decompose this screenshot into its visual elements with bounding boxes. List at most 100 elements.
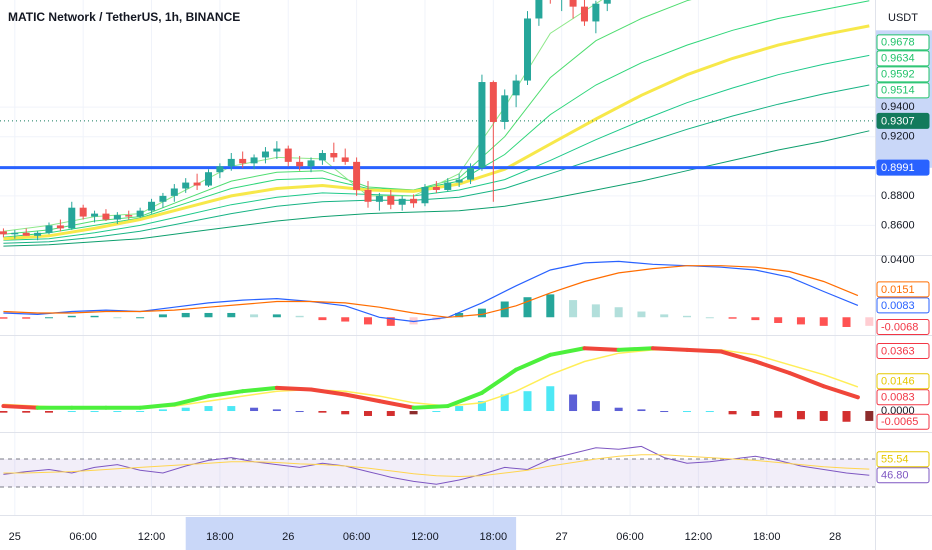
candle-body — [45, 225, 53, 233]
histogram-bar — [386, 411, 395, 416]
histogram-bar — [67, 315, 76, 318]
candle-body — [432, 187, 440, 190]
trend-line-segment — [274, 385, 314, 392]
histogram-bar — [136, 411, 145, 413]
price-label-box — [876, 413, 930, 430]
candle-body — [0, 231, 7, 235]
time-tick-label: 18:00 — [480, 531, 508, 543]
price-label: 0.0363 — [881, 345, 915, 357]
price-label-box — [876, 281, 930, 298]
price-label-box — [876, 318, 930, 335]
candle-body — [193, 182, 201, 186]
histogram-bar — [796, 317, 805, 325]
currency-label[interactable]: USDT — [888, 12, 918, 24]
histogram-bar — [500, 301, 509, 318]
candle-body — [22, 232, 30, 236]
axes: 25 06:00 12:00 18:00 26 06:00 12:00 18:00 27 06:0… — [9, 30, 932, 550]
plots — [0, 0, 875, 485]
histogram-bar — [409, 411, 418, 415]
price-label: 0.9678 — [881, 37, 915, 49]
candle-body — [11, 232, 19, 235]
indicator-line — [3, 84, 870, 244]
histogram-bar — [318, 317, 327, 321]
trend-line-segment — [650, 346, 690, 352]
price-label-box — [876, 389, 930, 406]
price-label: 0.0151 — [881, 284, 915, 296]
candle-body — [444, 182, 452, 190]
histogram-bar — [295, 315, 304, 318]
candle-body — [159, 195, 167, 202]
price-label: 0.9307 — [881, 115, 915, 127]
time-range-highlight — [185, 517, 517, 550]
candle-body — [296, 161, 304, 167]
time-tick-label: 26 — [282, 531, 294, 543]
histogram-bar — [386, 317, 395, 326]
histogram-bar — [660, 411, 669, 413]
histogram-bar — [796, 411, 805, 420]
histogram-bar — [569, 394, 578, 412]
candle-body — [467, 167, 475, 180]
trend-line-segment — [172, 394, 211, 407]
candle-body — [524, 18, 532, 81]
candle-body — [535, 0, 543, 19]
histogram-bar — [819, 317, 828, 326]
histogram-bar — [90, 315, 99, 318]
price-label: -0.0068 — [881, 321, 918, 333]
histogram-bar — [158, 409, 167, 412]
candle-body — [227, 158, 235, 167]
candle-body — [330, 153, 338, 158]
histogram-bar — [22, 317, 31, 319]
histogram-bar — [774, 317, 783, 323]
candle-body — [239, 158, 247, 164]
band-fill — [0, 459, 875, 487]
candle-body — [353, 161, 361, 190]
histogram-bar — [614, 307, 623, 318]
price-label: 46.80 — [881, 470, 909, 482]
time-tick-label: 12:00 — [685, 531, 713, 543]
candle-body — [182, 182, 190, 189]
price-label-box — [876, 50, 930, 67]
histogram-bar — [591, 401, 600, 412]
trend-line-segment — [719, 349, 758, 364]
histogram-bar — [569, 300, 578, 318]
price-label: 0.0083 — [881, 392, 915, 404]
candle-body — [375, 195, 383, 202]
candle-body — [364, 189, 372, 202]
histogram-bar — [660, 314, 669, 318]
time-tick-label: 12:00 — [411, 531, 439, 543]
price-label-box — [876, 66, 930, 83]
time-tick-label: 25 — [9, 531, 21, 543]
indicator-line — [3, 130, 870, 247]
histogram-bar — [341, 317, 350, 322]
candle-body — [79, 207, 87, 217]
trend-line-segment — [548, 346, 587, 357]
histogram-bar — [705, 411, 714, 413]
histogram-bar — [728, 411, 737, 415]
time-tick-label: 18:00 — [206, 531, 234, 543]
histogram-bar — [751, 317, 760, 321]
histogram-bar — [842, 411, 851, 422]
time-tick-label: 06:00 — [343, 531, 371, 543]
trend-line-segment — [240, 385, 279, 394]
histogram-bar — [705, 317, 714, 319]
pane — [0, 260, 874, 327]
candle-body — [136, 210, 144, 217]
price-tick-label: 0.8600 — [881, 219, 915, 231]
histogram-bar — [364, 317, 373, 325]
histogram-bar — [683, 315, 692, 318]
price-label: 0.9514 — [881, 85, 915, 97]
histogram-bar — [44, 411, 53, 413]
candle-body — [455, 179, 463, 183]
indicator-line — [3, 265, 859, 318]
histogram-bar — [614, 407, 623, 412]
histogram-bar — [865, 411, 874, 421]
candle-body — [204, 172, 212, 186]
price-label-box — [876, 373, 930, 390]
histogram-bar — [204, 406, 213, 412]
trend-line-segment — [138, 402, 177, 410]
histogram-bar — [158, 314, 167, 318]
price-tick-label: 0.8800 — [881, 190, 915, 202]
time-tick-label: 28 — [829, 531, 841, 543]
histogram-bar — [44, 317, 53, 319]
histogram-bar — [181, 407, 190, 412]
